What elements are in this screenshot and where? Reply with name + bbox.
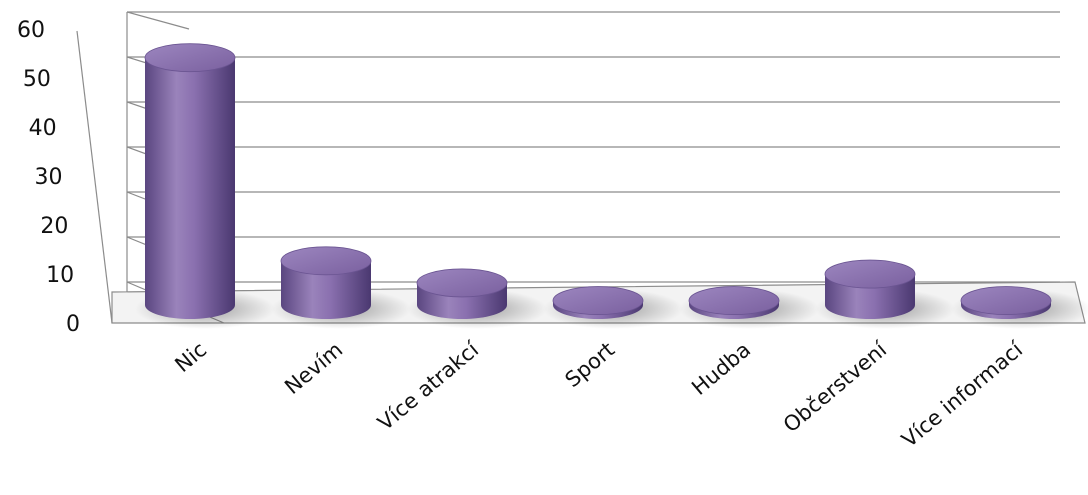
bar-top <box>960 286 1052 315</box>
bar-top <box>688 286 780 315</box>
y-tick-label: 60 <box>17 18 45 43</box>
x-tick-label: Více informací <box>897 337 1028 452</box>
bar <box>543 286 683 329</box>
gridline-side <box>126 11 190 30</box>
bar-body <box>281 260 371 319</box>
x-tick-label: Nevím <box>280 337 347 399</box>
x-tick-label: Nic <box>170 337 211 377</box>
bar <box>951 286 1088 329</box>
x-axis-labels: Nic Nevím Více atrakcí Sport Hudba Občerstven… <box>170 337 1028 452</box>
gridlines <box>126 11 1060 324</box>
bar-top <box>280 246 372 276</box>
y-tick-label: 20 <box>40 214 68 239</box>
bar <box>271 246 411 329</box>
bar-top <box>552 286 644 315</box>
y-tick-label: 40 <box>29 116 57 141</box>
y-tick-label: 0 <box>66 312 80 337</box>
bar <box>407 268 547 329</box>
bar <box>135 43 275 329</box>
bar <box>815 259 955 329</box>
bar-top <box>416 268 508 298</box>
y-axis-line <box>76 30 113 324</box>
x-tick-label: Občerstvení <box>779 337 892 438</box>
y-axis-ticks: 0 10 20 30 40 50 60 <box>17 18 80 337</box>
y-tick-label: 10 <box>46 263 74 288</box>
bar-top <box>824 259 916 289</box>
bars <box>135 43 1088 329</box>
x-tick-label: Sport <box>561 337 620 392</box>
bar <box>679 286 819 329</box>
y-tick-label: 30 <box>35 165 63 190</box>
y-tick-label: 50 <box>23 67 51 92</box>
x-tick-label: Hudba <box>687 337 755 400</box>
x-tick-label: Více atrakcí <box>373 337 484 436</box>
bar-body <box>145 57 235 320</box>
bar-top <box>144 43 236 73</box>
